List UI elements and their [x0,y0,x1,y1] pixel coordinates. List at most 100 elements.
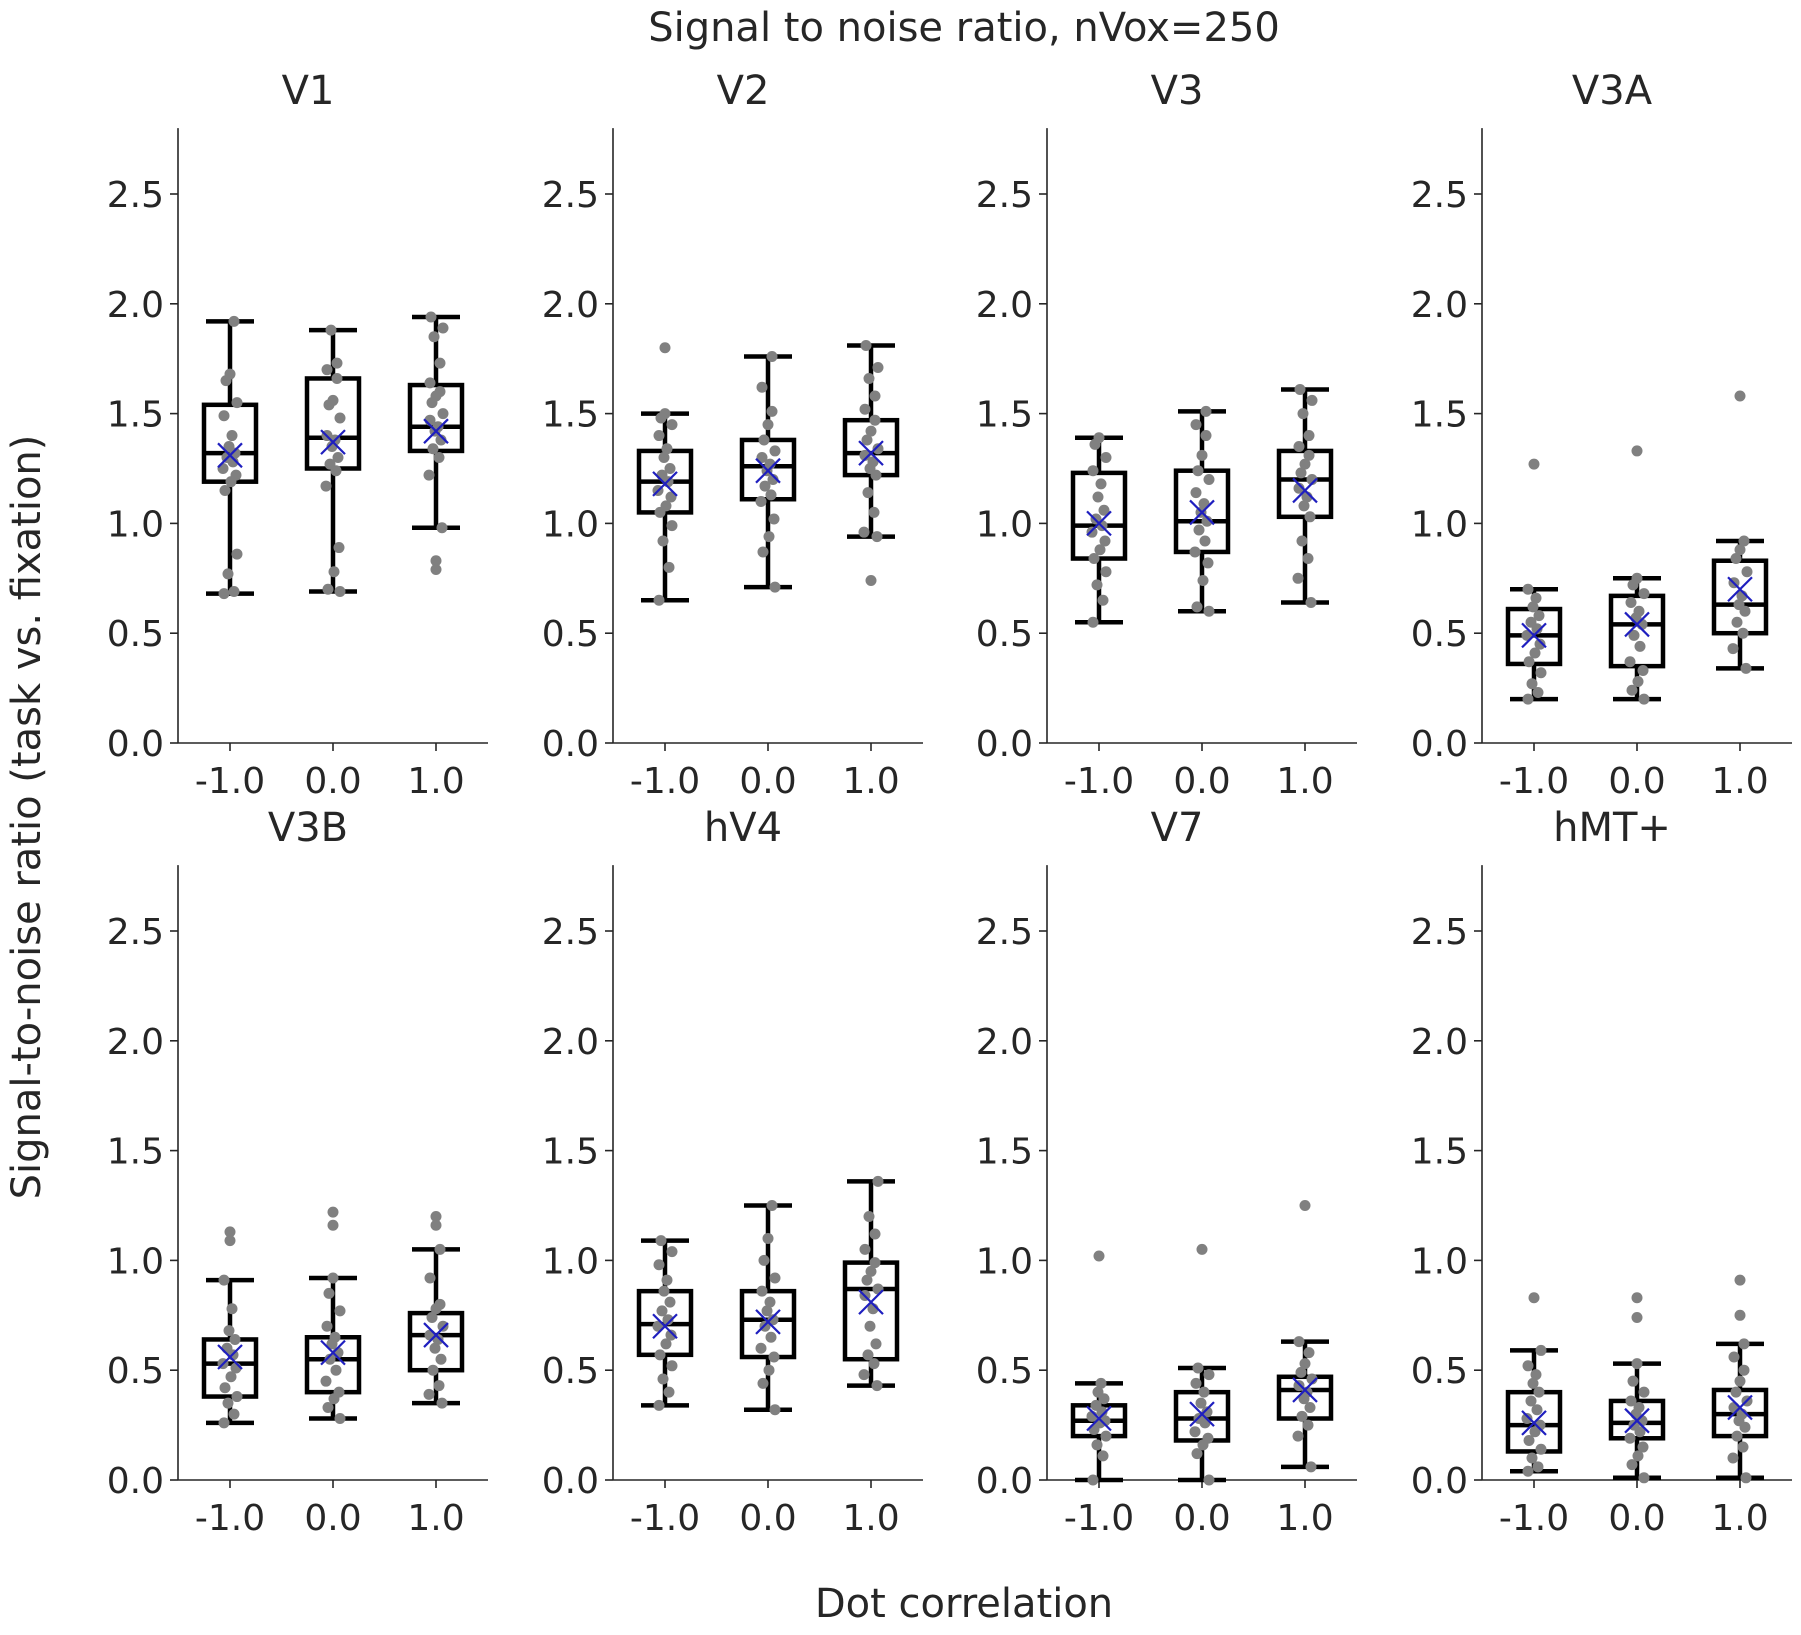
mean-marker [320,429,346,455]
outlier-point [1631,1292,1643,1304]
y-tick-label: 1.0 [1411,1241,1468,1282]
outlier-point [659,342,671,354]
x-tick-label: 0.0 [1608,761,1665,802]
y-tick-label: 0.5 [542,1351,599,1392]
box-group [1276,1200,1334,1473]
data-point [221,1342,233,1354]
data-point [1531,1404,1543,1416]
y-tick-label: 1.0 [542,1241,599,1282]
outlier-point [1734,1309,1746,1321]
data-point [426,1311,438,1323]
data-point [660,1338,672,1350]
data-point [865,1265,877,1277]
data-point [869,1228,881,1240]
data-point [1305,596,1317,608]
x-tick-label: 1.0 [1711,761,1768,802]
data-point [1625,1395,1637,1407]
mean-marker-stroke [320,1339,346,1366]
data-point [666,1360,678,1372]
y-tick-label: 0.5 [107,614,164,655]
data-point [1197,574,1209,586]
data-point [659,408,671,420]
data-point [1199,535,1211,547]
panel-title: V7 [1151,805,1204,851]
data-point [860,340,872,352]
data-point [1529,647,1541,659]
x-tick-label: 1.0 [1711,1498,1768,1539]
panel-v3a: V3A 0.0 0.5 1.0 1.5 2.0 2.5 -1.0 0.0 1.0 [1411,68,1792,802]
data-point [1521,1413,1533,1425]
data-point [762,419,774,431]
data-point [861,434,873,446]
data-point [433,452,445,464]
data-point [1535,1443,1547,1455]
data-point [222,1397,234,1409]
data-point [1190,419,1202,431]
y-tick-label: 2.5 [542,912,599,953]
y-tick-label: 1.5 [542,395,599,436]
data-point [1097,594,1109,606]
data-point [320,1375,332,1387]
data-point [1737,1441,1749,1453]
data-point [1730,1386,1742,1398]
mean-marker [858,440,884,466]
data-point [1302,553,1314,565]
data-point [334,1305,346,1317]
y-tick-label: 0.0 [1411,1461,1468,1502]
box-group [407,1210,465,1409]
data-point [1293,441,1305,453]
y-tick-label: 2.0 [976,285,1033,326]
box-group [1173,1243,1231,1486]
data-point [1097,1450,1109,1462]
data-point [858,526,870,538]
data-point [767,473,779,485]
data-point [765,489,777,501]
y-tick-label: 1.5 [107,395,164,436]
data-point [1638,588,1650,600]
outlier-point [1093,1250,1105,1262]
data-point [1201,515,1213,527]
mean-marker-stroke [423,418,449,444]
data-point [1626,1459,1638,1471]
data-point [1091,579,1103,591]
data-point [1087,1474,1099,1486]
data-point [654,1349,666,1361]
box-group [739,1200,797,1416]
data-point [666,419,678,431]
data-point [1731,1430,1743,1442]
data-point [1203,1474,1215,1486]
data-point [869,390,881,402]
data-point [764,1296,776,1308]
data-point [872,443,884,455]
mean-marker [1189,499,1215,526]
data-point [755,495,767,507]
mean-marker [1521,1410,1547,1436]
box-group [842,1175,900,1392]
y-tick-label: 1.0 [1411,504,1468,545]
data-point [1092,491,1104,503]
mean-marker-stroke [1521,1410,1547,1436]
mean-marker-stroke [217,442,243,469]
data-point [331,357,343,369]
iqr-box [1608,1398,1666,1441]
data-point [1627,1375,1639,1387]
data-point [1304,1402,1316,1414]
data-point [1727,1452,1739,1464]
mean-marker [1521,622,1547,649]
panels-grid: V1 0.0 0.5 1.0 1.5 2.0 2.5 -1.0 0.0 1.0 V2 0.0 0.5 1.… [107,68,1792,1539]
data-point [869,1257,881,1269]
data-point [434,1243,446,1255]
panel-title: V3A [1572,68,1653,114]
panel-v1: V1 0.0 0.5 1.0 1.5 2.0 2.5 -1.0 0.0 1.0 [107,68,488,802]
x-tick-label: 0.0 [1173,1498,1230,1539]
y-tick-label: 2.0 [107,285,164,326]
panel-v3b: V3B 0.0 0.5 1.0 1.5 2.0 2.5 -1.0 0.0 1.0 [107,805,488,1539]
panel-title: V3B [268,805,348,851]
data-point [1533,610,1545,622]
outlier-point [430,555,442,567]
data-point [1094,544,1106,556]
x-tick-label: 0.0 [739,761,796,802]
data-point [329,1331,341,1343]
data-point [218,588,230,600]
mean-marker-stroke [1189,499,1215,526]
